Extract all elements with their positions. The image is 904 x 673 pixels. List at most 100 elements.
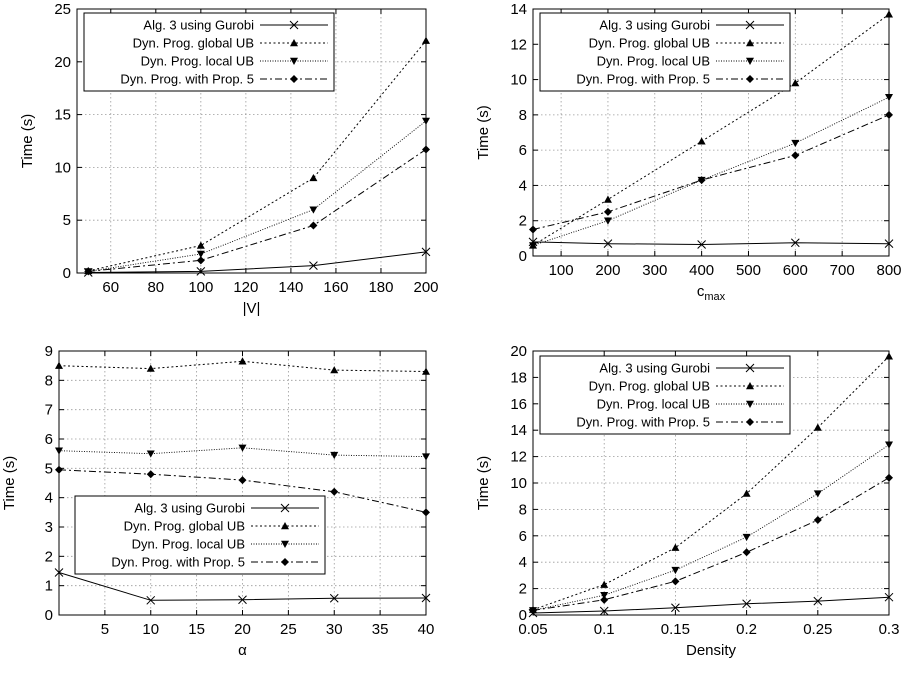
legend-label: Dyn. Prog. local UB xyxy=(141,54,254,69)
data-point xyxy=(603,207,612,216)
legend-label: Dyn. Prog. local UB xyxy=(132,537,245,552)
y-tick-label: 10 xyxy=(510,475,527,492)
legend-marker xyxy=(281,558,289,566)
data-point xyxy=(196,250,205,258)
y-axis-label: Time (s) xyxy=(475,456,492,510)
legend-marker xyxy=(290,57,298,65)
data-point xyxy=(330,451,339,460)
data-point xyxy=(791,79,800,87)
data-point xyxy=(330,366,339,374)
legend-label: Dyn. Prog. global UB xyxy=(589,36,710,51)
data-point xyxy=(671,577,680,586)
series-1 xyxy=(528,592,894,618)
legend: Alg. 3 using Gurobi Dyn. Prog. global UB D… xyxy=(74,495,326,575)
legend-marker xyxy=(281,522,289,530)
y-tick-label: 12 xyxy=(510,36,527,53)
y-tick-label: 6 xyxy=(45,431,53,448)
data-point xyxy=(599,606,609,616)
y-tick-label: 5 xyxy=(63,212,71,229)
x-tick-label: 200 xyxy=(413,279,438,296)
y-tick-label: 9 xyxy=(45,343,53,360)
legend-marker xyxy=(746,57,754,65)
x-tick-label: 180 xyxy=(368,279,393,296)
series-1 xyxy=(528,237,894,249)
x-axis-label: Density xyxy=(686,642,737,659)
x-tick-label: 0.25 xyxy=(803,621,832,638)
x-axis-label: α xyxy=(238,642,247,659)
data-point xyxy=(309,206,318,214)
series-4 xyxy=(529,473,893,615)
y-tick-label: 0 xyxy=(45,607,53,624)
data-point xyxy=(309,261,318,270)
legend-label: Dyn. Prog. local UB xyxy=(597,397,710,412)
y-axis-label: Time (s) xyxy=(19,114,36,168)
legend-marker xyxy=(746,75,754,83)
data-point xyxy=(697,137,706,145)
data-point xyxy=(196,267,206,276)
x-tick-label: 0.2 xyxy=(736,621,757,638)
x-tick-label: 0.05 xyxy=(518,621,547,638)
x-tick-label: 140 xyxy=(278,279,303,296)
y-axis-label: Time (s) xyxy=(1,456,18,510)
x-axis-label: cmax xyxy=(697,283,726,303)
x-tick-label: 20 xyxy=(234,621,251,638)
chart-panel-3: 0 1 2 3 4 5 6 7 8 9 5 10 15 20 25 30 35 40 Time (s) α Alg. 3… xyxy=(1,343,434,659)
series-3 xyxy=(84,117,430,276)
data-point xyxy=(671,543,680,551)
data-point xyxy=(196,256,205,265)
series-1 xyxy=(83,247,431,277)
series-line xyxy=(58,360,427,372)
legend-marker xyxy=(745,20,755,30)
legend-marker xyxy=(746,382,754,390)
data-point xyxy=(671,566,680,575)
legend-marker xyxy=(281,540,289,548)
x-tick-label: 80 xyxy=(147,279,164,296)
data-point xyxy=(603,239,613,249)
series-line xyxy=(532,444,890,611)
data-point xyxy=(697,176,706,185)
series-line xyxy=(532,114,890,230)
y-tick-label: 14 xyxy=(510,1,527,18)
x-tick-label: 0.1 xyxy=(594,621,615,638)
y-tick-label: 18 xyxy=(510,369,527,386)
series-3 xyxy=(55,444,430,461)
y-tick-label: 15 xyxy=(54,107,71,124)
y-tick-label: 10 xyxy=(54,159,71,176)
y-tick-label: 3 xyxy=(45,519,53,536)
data-point xyxy=(600,595,609,604)
legend-label: Alg. 3 using Gurobi xyxy=(143,18,254,33)
x-tick-label: 35 xyxy=(372,621,389,638)
data-point xyxy=(791,139,800,148)
legend: Alg. 3 using Gurobi Dyn. Prog. global UB D… xyxy=(539,355,791,435)
data-point xyxy=(329,593,339,603)
x-tick-label: 120 xyxy=(233,279,258,296)
data-point xyxy=(742,533,751,542)
data-point xyxy=(603,217,612,225)
plot-frame xyxy=(58,350,427,616)
y-tick-label: 4 xyxy=(519,554,527,571)
y-tick-label: 0 xyxy=(519,607,527,624)
y-tick-label: 16 xyxy=(510,396,527,413)
x-tick-label: 800 xyxy=(876,262,901,279)
data-point xyxy=(146,364,155,372)
y-tick-label: 6 xyxy=(519,528,527,545)
legend-marker xyxy=(289,20,299,30)
y-tick-label: 0 xyxy=(63,265,71,282)
y-tick-label: 8 xyxy=(519,501,527,518)
series-line xyxy=(88,251,427,273)
legend-label: Dyn. Prog. with Prop. 5 xyxy=(576,415,710,430)
y-tick-label: 25 xyxy=(54,1,71,18)
legend-marker xyxy=(746,400,754,408)
data-point xyxy=(742,548,751,557)
y-tick-label: 20 xyxy=(54,54,71,71)
series-line xyxy=(532,96,890,246)
data-point xyxy=(600,580,609,588)
legend-label: Dyn. Prog. with Prop. 5 xyxy=(120,72,254,87)
chart-panel-4: 0 2 4 6 8 10 12 14 16 18 20 0.05 0.1 0.15 0.2 0.25 0.3 Ti… xyxy=(475,343,899,659)
legend-marker xyxy=(280,503,290,513)
data-point xyxy=(603,195,612,203)
series-4 xyxy=(55,465,430,517)
legend-label: Dyn. Prog. global UB xyxy=(133,36,254,51)
x-axis-label: |V| xyxy=(243,300,261,317)
